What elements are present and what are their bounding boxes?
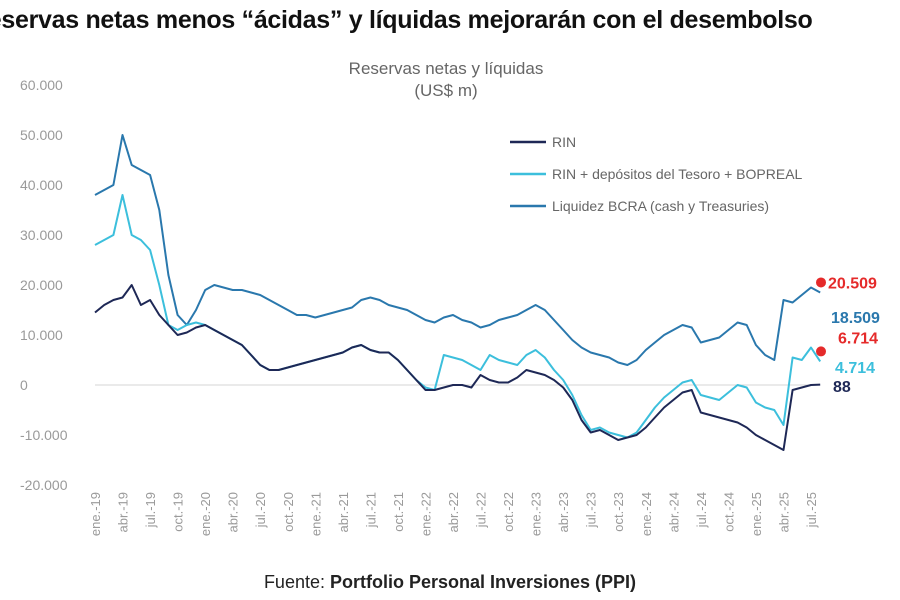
x-tick-label: abr.-24 [666,492,681,532]
series-line-1 [94,194,822,439]
chart-subtitle: (US$ m) [414,81,477,100]
x-tick-label: jul.-20 [253,492,268,528]
x-tick-label: ene.-24 [639,492,654,536]
x-tick-label: oct.-19 [171,492,186,532]
x-tick-label: jul.-22 [474,492,489,528]
x-tick-label: abr.-22 [446,492,461,532]
source-name: Portfolio Personal Inversiones (PPI) [329,572,637,592]
y-tick-label: 30.000 [20,227,63,243]
x-tick-label: abr.-23 [556,492,571,532]
legend-label-2: Liquidez BCRA (cash y Treasuries) [552,198,769,214]
x-tick-label: jul.-25 [804,492,819,528]
end-value-label-1: 4.714 [835,360,875,377]
end-value-label-0: 88 [833,379,851,396]
x-tick-label: abr.-25 [776,492,791,532]
highlight-dot-1 [816,346,826,357]
highlight-value-label-2: 20.509 [828,275,877,292]
series-line-2 [94,134,821,366]
y-tick-label: 10.000 [20,327,63,343]
y-tick-label: -20.000 [20,477,68,493]
series-line-0 [94,284,821,451]
highlight-value-label-1: 6.714 [838,330,878,347]
y-tick-label: 20.000 [20,277,63,293]
y-tick-label: -10.000 [20,427,68,443]
x-tick-label: jul.-21 [363,492,378,528]
end-value-label-2: 18.509 [831,310,880,327]
x-tick-label: ene.-19 [88,492,103,536]
y-tick-label: 0 [20,377,28,393]
legend-label-1: RIN + depósitos del Tesoro + BOPREAL [552,166,803,182]
headline: Reservas netas menos “ácidas” y líquidas… [0,6,813,34]
x-tick-label: ene.-22 [418,492,433,536]
x-tick-label: ene.-20 [198,492,213,536]
x-tick-label: ene.-25 [749,492,764,536]
x-tick-label: oct.-22 [501,492,516,532]
y-tick-label: 60.000 [20,77,63,93]
x-tick-label: oct.-23 [611,492,626,532]
y-tick-label: 50.000 [20,127,63,143]
x-tick-label: ene.-21 [308,492,323,536]
x-tick-label: abr.-19 [116,492,131,532]
legend-label-0: RIN [552,134,576,150]
x-tick-label: jul.-19 [143,492,158,528]
x-tick-label: oct.-20 [281,492,296,532]
chart-title: Reservas netas y líquidas [349,59,544,78]
source-note: Fuente: Portfolio Personal Inversiones (… [0,572,900,593]
y-tick-label: 40.000 [20,177,63,193]
highlight-dot-2 [816,277,826,288]
x-tick-label: jul.-23 [584,492,599,528]
x-tick-label: ene.-23 [529,492,544,536]
x-tick-label: jul.-24 [694,492,709,528]
x-tick-label: oct.-24 [721,492,736,532]
x-tick-label: abr.-20 [226,492,241,532]
source-prefix: Fuente: [263,572,330,592]
x-tick-label: oct.-21 [391,492,406,532]
x-tick-label: abr.-21 [336,492,351,532]
